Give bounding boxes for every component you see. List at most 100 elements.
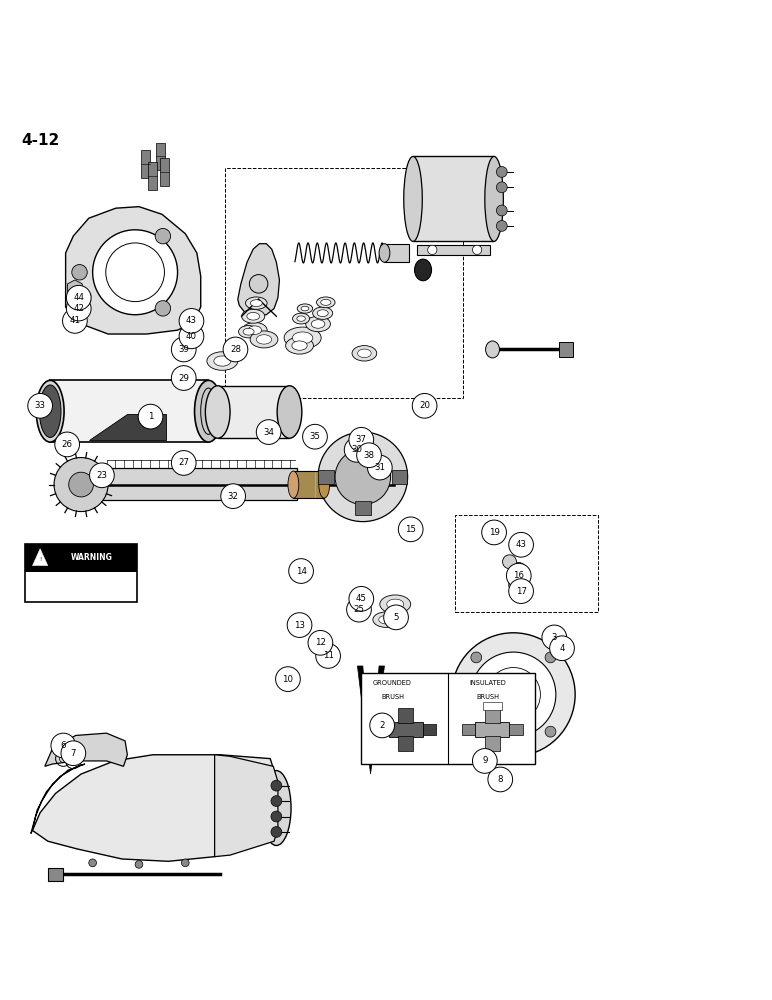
Ellipse shape	[320, 299, 331, 305]
Text: 14: 14	[296, 567, 306, 576]
Polygon shape	[559, 342, 573, 357]
Circle shape	[370, 713, 394, 738]
Circle shape	[179, 309, 204, 333]
Polygon shape	[89, 414, 166, 440]
Circle shape	[506, 563, 531, 588]
Polygon shape	[25, 544, 137, 602]
Circle shape	[384, 605, 408, 630]
Circle shape	[349, 427, 374, 452]
Polygon shape	[50, 380, 208, 442]
Text: 38: 38	[364, 451, 374, 460]
Text: 15: 15	[405, 525, 416, 534]
Polygon shape	[66, 207, 201, 334]
Circle shape	[509, 578, 523, 592]
Circle shape	[496, 205, 507, 216]
Ellipse shape	[245, 297, 267, 309]
Text: 11: 11	[323, 651, 334, 660]
Circle shape	[249, 275, 268, 293]
Circle shape	[256, 420, 281, 444]
Polygon shape	[476, 722, 510, 737]
Ellipse shape	[288, 471, 299, 498]
Circle shape	[72, 265, 87, 280]
Text: 3: 3	[551, 633, 557, 642]
Circle shape	[223, 337, 248, 362]
Ellipse shape	[292, 341, 307, 350]
Polygon shape	[422, 724, 436, 735]
Circle shape	[55, 432, 80, 457]
Text: 19: 19	[489, 528, 499, 537]
Ellipse shape	[248, 326, 262, 334]
Polygon shape	[31, 764, 85, 834]
Text: 27: 27	[178, 458, 189, 467]
Ellipse shape	[195, 380, 222, 442]
Polygon shape	[392, 470, 408, 484]
Ellipse shape	[207, 352, 238, 370]
Polygon shape	[510, 724, 523, 735]
Circle shape	[545, 726, 556, 737]
Circle shape	[181, 859, 189, 867]
Circle shape	[496, 182, 507, 193]
Polygon shape	[32, 549, 48, 566]
Polygon shape	[462, 724, 476, 735]
Ellipse shape	[486, 341, 499, 358]
Polygon shape	[76, 290, 91, 305]
Circle shape	[316, 644, 340, 668]
Ellipse shape	[404, 156, 422, 241]
Circle shape	[509, 532, 533, 557]
Circle shape	[344, 437, 369, 462]
Ellipse shape	[415, 259, 432, 281]
Circle shape	[318, 432, 408, 522]
Text: 26: 26	[62, 440, 73, 449]
Text: 8: 8	[497, 775, 503, 784]
Ellipse shape	[311, 320, 325, 328]
Circle shape	[69, 472, 93, 497]
Polygon shape	[398, 708, 413, 723]
Text: 34: 34	[263, 428, 274, 437]
Circle shape	[271, 811, 282, 822]
Text: 10: 10	[283, 675, 293, 684]
Circle shape	[66, 285, 91, 310]
Circle shape	[496, 166, 507, 177]
Text: BRUSH: BRUSH	[476, 694, 499, 700]
Text: 16: 16	[513, 571, 524, 580]
Ellipse shape	[286, 337, 313, 354]
Circle shape	[66, 296, 91, 321]
Circle shape	[51, 733, 76, 758]
Polygon shape	[48, 868, 63, 881]
Text: 1: 1	[147, 412, 154, 421]
Polygon shape	[485, 708, 500, 723]
Ellipse shape	[284, 327, 321, 349]
Ellipse shape	[293, 313, 310, 324]
Text: 4-12: 4-12	[22, 133, 60, 148]
Ellipse shape	[317, 297, 335, 308]
Text: 43: 43	[186, 316, 197, 325]
Polygon shape	[45, 733, 127, 766]
Polygon shape	[67, 301, 83, 316]
Circle shape	[63, 309, 87, 333]
Circle shape	[509, 579, 533, 603]
Polygon shape	[388, 722, 422, 737]
Ellipse shape	[94, 468, 107, 500]
Ellipse shape	[205, 386, 230, 438]
Ellipse shape	[239, 326, 259, 338]
Circle shape	[472, 749, 497, 773]
Circle shape	[89, 859, 96, 867]
Text: 44: 44	[73, 293, 84, 302]
Text: 39: 39	[178, 345, 189, 354]
Text: 12: 12	[315, 638, 326, 647]
Circle shape	[503, 555, 516, 569]
Polygon shape	[160, 158, 169, 186]
Circle shape	[412, 393, 437, 418]
Ellipse shape	[243, 328, 254, 335]
Circle shape	[512, 563, 526, 576]
Ellipse shape	[262, 771, 291, 845]
Text: 33: 33	[35, 401, 46, 410]
Circle shape	[308, 630, 333, 655]
Polygon shape	[357, 666, 384, 774]
Ellipse shape	[250, 300, 262, 307]
Text: WARNING: WARNING	[71, 553, 113, 562]
Text: 7: 7	[70, 749, 76, 758]
Circle shape	[550, 636, 574, 661]
Circle shape	[289, 559, 313, 583]
Circle shape	[171, 337, 196, 362]
